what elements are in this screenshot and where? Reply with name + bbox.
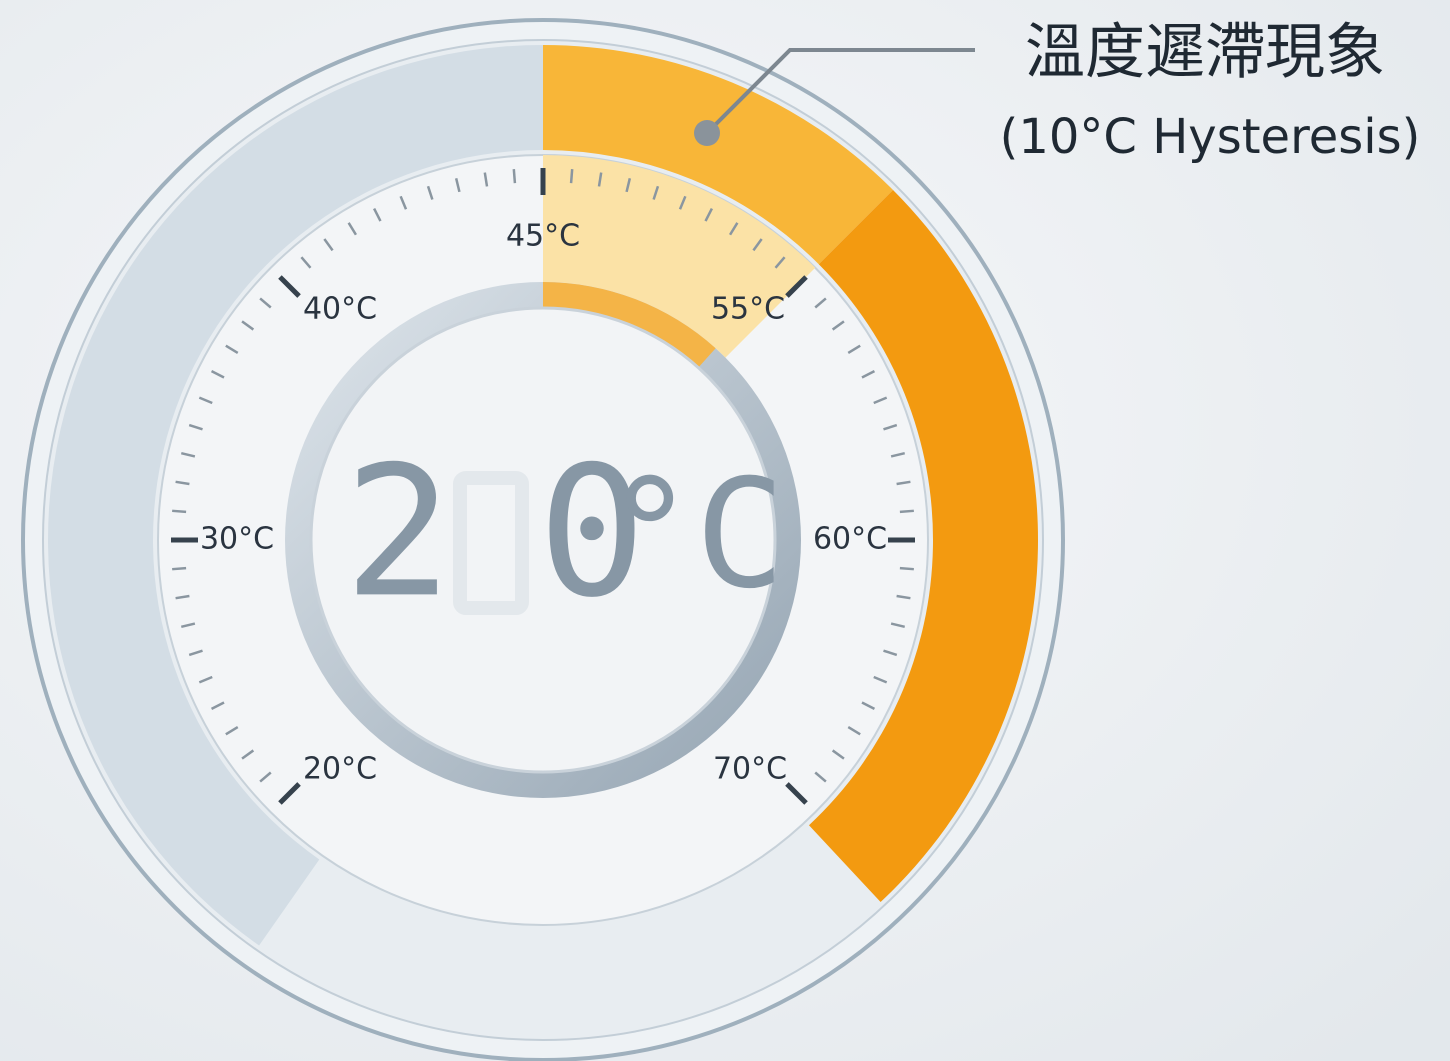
scale-label: 55°C — [711, 292, 785, 327]
minor-tick — [198, 396, 213, 405]
minor-tick — [899, 509, 914, 514]
minor-tick — [883, 649, 898, 657]
scale-label: 70°C — [713, 752, 787, 787]
minor-tick — [831, 749, 845, 760]
minor-tick — [180, 451, 196, 458]
display-face — [309, 306, 777, 774]
minor-tick — [890, 451, 906, 458]
minor-tick — [678, 195, 687, 210]
display-tens: 2 — [344, 428, 452, 637]
minor-tick — [259, 771, 272, 783]
minor-tick — [241, 749, 255, 760]
scale-label: 45°C — [506, 219, 580, 254]
minor-tick — [752, 238, 763, 252]
display-unit: °C — [605, 448, 786, 622]
minor-tick — [172, 509, 187, 514]
scale-label: 40°C — [303, 292, 377, 327]
minor-tick — [300, 256, 312, 269]
minor-tick — [198, 675, 213, 684]
minor-tick — [188, 649, 203, 657]
minor-tick — [873, 396, 888, 405]
minor-tick — [847, 344, 861, 355]
minor-tick — [454, 177, 461, 193]
minor-tick — [347, 222, 358, 236]
minor-tick — [704, 207, 713, 222]
scale-label: 30°C — [200, 522, 274, 557]
callout-line — [705, 48, 975, 135]
callout-dot — [694, 120, 720, 146]
minor-tick — [225, 725, 239, 736]
minor-tick — [241, 320, 255, 331]
minor-tick — [399, 195, 408, 210]
minor-tick — [323, 238, 334, 252]
minor-tick — [861, 370, 876, 379]
minor-tick — [373, 207, 382, 222]
arc-group — [47, 45, 1039, 946]
minor-tick — [814, 771, 827, 783]
minor-tick — [831, 320, 845, 331]
minor-tick — [188, 423, 203, 431]
minor-tick — [728, 222, 739, 236]
minor-tick — [873, 675, 888, 684]
major-tick — [785, 782, 808, 805]
minor-tick — [426, 185, 434, 200]
minor-tick — [814, 297, 827, 309]
major-tick — [278, 782, 301, 805]
minor-tick — [896, 594, 911, 600]
major-tick — [278, 275, 301, 298]
minor-tick — [883, 423, 898, 431]
warm-band — [808, 189, 1039, 903]
minor-tick — [210, 701, 225, 710]
minor-tick — [569, 169, 574, 184]
warm-band-light — [543, 45, 894, 265]
scale-label: 20°C — [303, 752, 377, 787]
cold-band — [47, 45, 544, 946]
display-ones: 0 — [538, 428, 646, 637]
minor-tick — [175, 480, 190, 486]
minor-tick — [210, 370, 225, 379]
label-group: 20°C 30°C 40°C 45°C 55°C 60°C 70°C — [200, 219, 887, 787]
minor-tick — [597, 172, 603, 187]
minor-tick — [652, 185, 660, 200]
tick-group — [171, 168, 915, 805]
minor-tick — [625, 177, 632, 193]
minor-tick — [774, 256, 786, 269]
minor-tick — [483, 172, 489, 187]
hysteresis-wedge — [543, 155, 816, 358]
ghost-digit — [453, 471, 529, 615]
minor-tick — [861, 701, 876, 710]
minor-tick — [225, 344, 239, 355]
major-tick — [785, 275, 808, 298]
annotation-subtitle: (10°C Hysteresis) — [1000, 109, 1421, 165]
annotation-title: 溫度遲滯現象 — [1025, 18, 1385, 88]
minor-tick — [847, 725, 861, 736]
minor-tick — [899, 566, 914, 571]
minor-tick — [172, 566, 187, 571]
wedge-group — [543, 155, 816, 358]
minor-tick — [512, 169, 517, 184]
minor-tick — [890, 622, 906, 629]
minor-tick — [259, 297, 272, 309]
scale-label: 60°C — [813, 522, 887, 557]
minor-tick — [180, 622, 196, 629]
minor-tick — [175, 594, 190, 600]
minor-tick — [896, 480, 911, 486]
